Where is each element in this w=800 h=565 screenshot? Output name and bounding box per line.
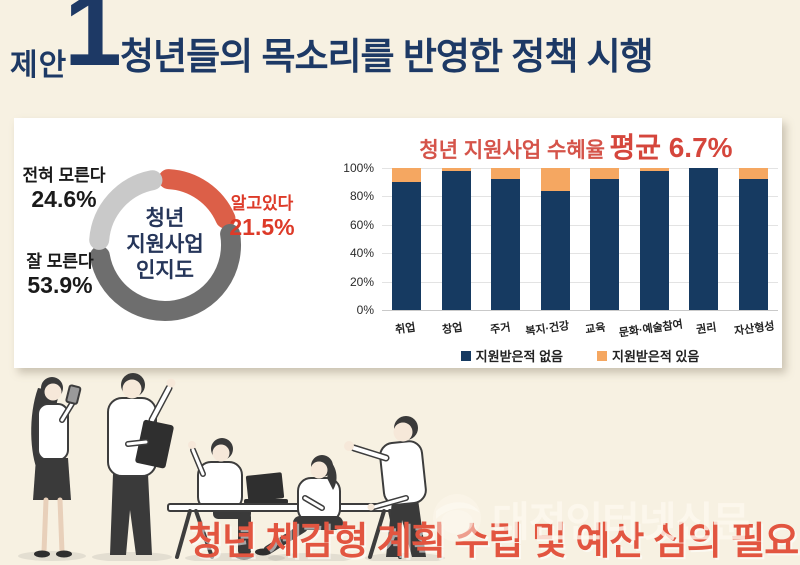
bar-segment-자산형성-지원받은적 없음 — [738, 178, 768, 310]
y-tick-label-40: 40% — [349, 246, 374, 261]
y-tick-label-0: 0% — [356, 303, 374, 317]
slice-label: 잘 모른다 — [26, 252, 94, 271]
y-tick-label-100: 100% — [343, 161, 374, 175]
x-axis-labels: 취업 창업 주거 복지·건강 교육 문화·예술참여 권리 자산형성 — [382, 314, 778, 348]
donut-label-never-heard: 전혀 모른다 24.6% — [18, 166, 110, 212]
bar-column-권리 — [679, 168, 729, 310]
bar-stack-창업 — [441, 168, 471, 310]
bar-segment-창업-지원받은적 있음 — [441, 168, 471, 171]
slice-value: 24.6% — [31, 185, 97, 212]
donut-slice-잘 모른다 — [89, 224, 241, 322]
bar-segment-복지·건강-지원받은적 있음 — [540, 168, 570, 192]
y-tick-label-20: 20% — [349, 274, 374, 289]
bar-segment-취업-지원받은적 있음 — [392, 168, 422, 183]
stats-card: 청년 지원사업 인지도 전혀 모른다 24.6% 잘 모른다 53.9% 알고있… — [14, 118, 782, 368]
bar-stack-복지·건강 — [540, 168, 570, 310]
page-title: 청년들의 목소리를 반영한 정책 시행 — [120, 36, 654, 77]
bar-chart-title: 청년 지원사업 수혜율 평균 6.7% — [374, 126, 778, 166]
bar-stack-취업 — [392, 168, 422, 310]
bar-segment-권리-지원받은적 없음 — [689, 168, 719, 310]
legend-label: 지원받은적 있음 — [612, 349, 700, 364]
bar-series — [382, 168, 778, 310]
donut-label-barely-know: 잘 모른다 53.9% — [14, 252, 106, 298]
watermark-text: 대전인터넷신문 — [492, 499, 750, 545]
bar-stack-권리 — [689, 168, 719, 310]
page-header: 제안 1 청년들의 목소리를 반영한 정책 시행 — [0, 0, 800, 118]
gridline-60 — [382, 224, 778, 226]
legend-swatch-navy — [460, 350, 471, 361]
awareness-donut-chart — [89, 169, 241, 322]
donut-slice-전혀 모른다 — [89, 170, 163, 250]
bar-segment-문화·예술참여-지원받은적 있음 — [639, 168, 669, 171]
y-tick-label-80: 80% — [349, 189, 374, 204]
donut-label-know: 알고있다 21.5% — [212, 194, 312, 240]
slice-label: 알고있다 — [230, 194, 294, 213]
legend-label: 지원받은적 없음 — [475, 349, 563, 364]
legend-item-no-support: 지원받은적 없음 — [460, 346, 563, 365]
bar-chart-title-text: 청년 지원사업 수혜율 — [419, 139, 605, 162]
bar-segment-문화·예술참여-지원받은적 없음 — [639, 170, 669, 310]
donut-slice-알고있다 — [158, 169, 236, 229]
bar-column-복지·건강 — [531, 168, 581, 310]
bar-segment-교육-지원받은적 없음 — [590, 179, 620, 310]
y-tick-label-60: 60% — [349, 217, 374, 232]
bar-stack-주거 — [491, 168, 521, 310]
bar-column-교육 — [580, 168, 630, 310]
bar-segment-창업-지원받은적 없음 — [441, 170, 471, 310]
gridline-0 — [382, 310, 778, 311]
bar-segment-주거-지원받은적 있음 — [491, 168, 521, 179]
gridline-20 — [382, 281, 778, 283]
slice-label: 전혀 모른다 — [22, 166, 106, 185]
gridline-40 — [382, 253, 778, 255]
bar-column-취업 — [382, 168, 432, 310]
bar-segment-취업-지원받은적 없음 — [392, 182, 422, 310]
legend-item-got-support: 지원받은적 있음 — [597, 346, 699, 365]
bar-column-창업 — [432, 168, 482, 310]
bar-column-문화·예술참여 — [630, 168, 680, 310]
legend-swatch-orange — [597, 350, 607, 361]
chart-legend: 지원받은적 없음 지원받은적 있음 — [382, 346, 778, 365]
bar-segment-복지·건강-지원받은적 없음 — [540, 191, 570, 310]
bottom-headline: 청년 체감형 계획 수립 및 예산 심의 필요 — [188, 521, 799, 563]
bar-column-자산형성 — [729, 168, 779, 310]
slice-value: 21.5% — [229, 213, 295, 240]
people-illustration — [18, 373, 445, 561]
bar-stack-문화·예술참여 — [639, 168, 669, 310]
bar-stack-자산형성 — [738, 168, 768, 310]
bar-segment-주거-지원받은적 없음 — [491, 178, 521, 310]
bar-chart-title-highlight: 평균 6.7% — [609, 132, 733, 163]
bar-stack-교육 — [590, 168, 620, 310]
gridline-80 — [382, 196, 778, 198]
gridline-100 — [382, 168, 778, 169]
bar-segment-자산형성-지원받은적 있음 — [738, 168, 768, 179]
bar-plot-area — [382, 168, 778, 311]
news-logo-icon — [433, 494, 481, 542]
bar-column-주거 — [481, 168, 531, 310]
y-axis-ticks: 0% 20% 40% 60% 80% 100% — [336, 161, 378, 317]
slice-value: 53.9% — [27, 271, 93, 298]
proposal-kicker: 제안 — [10, 49, 68, 82]
proposal-number: 1 — [64, 0, 122, 88]
bar-segment-교육-지원받은적 있음 — [590, 168, 620, 180]
watermark: 대전인터넷신문 — [428, 488, 750, 548]
